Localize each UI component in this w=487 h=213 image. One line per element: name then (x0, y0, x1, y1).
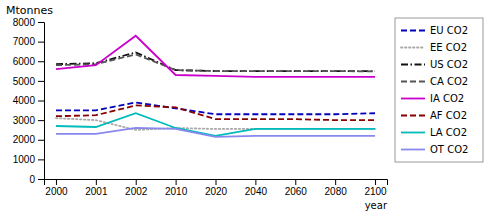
legend: EU CO2 EE CO2 US CO2 CA CO2 IA CO2 AF CO2 LA C… (395, 18, 483, 162)
legend-label: LA CO2 (430, 127, 467, 138)
legend-item: LA CO2 (401, 127, 467, 138)
y-tick: 8000 (13, 17, 44, 28)
y-tick: 5000 (13, 76, 44, 87)
y-tick-mark (38, 120, 44, 121)
legend-swatch (401, 81, 425, 83)
legend-label: US CO2 (430, 59, 468, 70)
legend-swatch (401, 47, 425, 49)
series-line (56, 36, 375, 77)
y-axis-title: Mtonnes (6, 4, 53, 17)
x-axis-line (45, 180, 388, 186)
legend-frame (395, 18, 483, 162)
x-tick-label: 2001 (85, 186, 108, 197)
x-tick-label: 2002 (125, 186, 148, 197)
x-tick-mark (255, 179, 256, 185)
legend-item: CA CO2 (401, 76, 468, 87)
y-tick-label: 5000 (13, 76, 36, 87)
series-line (56, 52, 375, 71)
legend-item: OT CO2 (401, 144, 468, 155)
y-tick-mark (38, 81, 44, 82)
x-tick-label: 2000 (45, 186, 68, 197)
legend-swatch (401, 149, 425, 151)
legend-label: EE CO2 (430, 42, 467, 53)
x-tick-mark (216, 179, 217, 185)
legend-label: CA CO2 (430, 76, 468, 87)
y-tick-label: 7000 (13, 36, 36, 47)
y-tick: 0 (29, 174, 44, 185)
x-tick-mark (375, 179, 376, 185)
x-tick-mark (176, 179, 177, 185)
x-tick-mark (335, 179, 336, 185)
legend-item: EU CO2 (401, 25, 468, 36)
y-tick-mark (38, 101, 44, 102)
y-tick-label: 1000 (13, 154, 36, 165)
series-line (56, 105, 375, 120)
y-tick: 4000 (13, 95, 44, 106)
x-tick-mark (136, 179, 137, 185)
legend-swatch (401, 132, 425, 134)
y-tick-mark (38, 159, 44, 160)
legend-item: IA CO2 (401, 93, 464, 104)
y-tick-mark (38, 179, 44, 180)
y-tick: 7000 (13, 36, 44, 47)
legend-swatch (401, 64, 425, 66)
legend-item: AF CO2 (401, 110, 467, 121)
x-tick: 2020 (205, 179, 228, 197)
y-axis: 0 1000 2000 3000 4000 5000 6000 7000 8000 (13, 17, 45, 185)
legend-label: AF CO2 (430, 110, 467, 121)
x-tick-mark (56, 179, 57, 185)
x-axis-title: year (365, 200, 388, 211)
x-tick: 2080 (325, 179, 348, 197)
legend-item: EE CO2 (401, 42, 467, 53)
x-tick: 2010 (165, 179, 188, 197)
x-tick-mark (295, 179, 296, 185)
legend-label: EU CO2 (430, 25, 468, 36)
x-tick: 2100 (364, 179, 387, 197)
y-tick-mark (38, 22, 44, 23)
y-tick: 6000 (13, 56, 44, 67)
chart: 0100020003000400050006000700080002000200… (0, 0, 487, 213)
y-tick-label: 4000 (13, 95, 36, 106)
legend-label: OT CO2 (430, 144, 468, 155)
y-tick-label: 8000 (13, 17, 36, 28)
x-tick: 2040 (245, 179, 268, 197)
legend-label: IA CO2 (430, 93, 464, 104)
series-line (56, 113, 375, 136)
x-tick-label: 2100 (364, 186, 387, 197)
y-tick-mark (38, 140, 44, 141)
y-tick-label: 0 (29, 174, 35, 185)
legend-swatch (401, 98, 425, 100)
plot: 0100020003000400050006000700080002000200… (13, 17, 388, 197)
x-tick: 2060 (285, 179, 308, 197)
series-line (56, 128, 375, 137)
x-tick: 2001 (85, 179, 108, 197)
x-tick-label: 2080 (325, 186, 348, 197)
x-tick-label: 2060 (285, 186, 308, 197)
x-tick-label: 2010 (165, 186, 188, 197)
legend-swatch (401, 30, 425, 32)
x-tick-label: 2040 (245, 186, 268, 197)
y-axis-line (38, 23, 45, 180)
y-tick-mark (38, 61, 44, 62)
y-tick-label: 6000 (13, 56, 36, 67)
legend-swatch (401, 115, 425, 117)
x-tick-mark (96, 179, 97, 185)
x-axis: 2000 2001 2002 2010 2020 2040 2060 2080 2100 (45, 179, 388, 197)
series-line (56, 54, 375, 71)
y-tick: 1000 (13, 154, 44, 165)
lines (56, 36, 375, 137)
x-tick-label: 2020 (205, 186, 228, 197)
y-tick-mark (38, 42, 44, 43)
x-tick: 2002 (125, 179, 148, 197)
y-tick: 2000 (13, 134, 44, 145)
y-tick-label: 2000 (13, 134, 36, 145)
legend-item: US CO2 (401, 59, 468, 70)
x-tick: 2000 (45, 179, 68, 197)
y-tick-label: 3000 (13, 115, 36, 126)
y-tick: 3000 (13, 115, 44, 126)
